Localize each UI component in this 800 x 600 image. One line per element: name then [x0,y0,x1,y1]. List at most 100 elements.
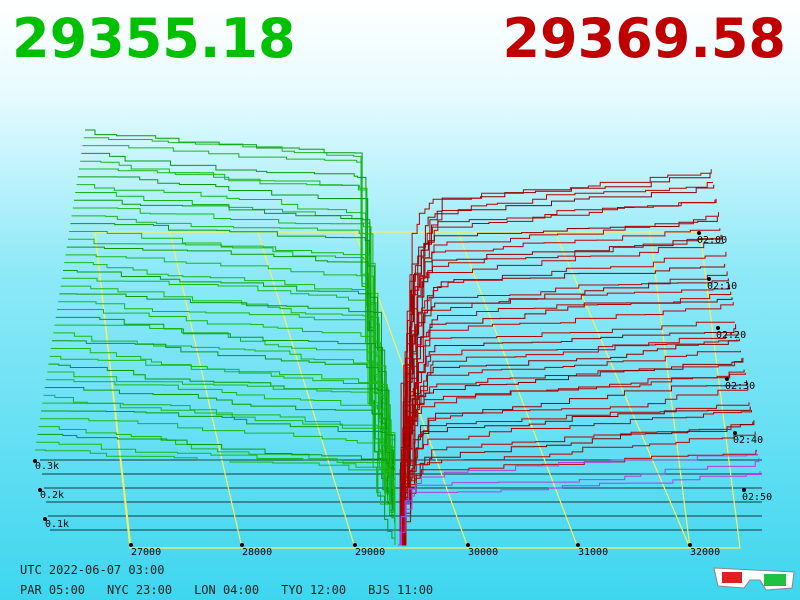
ask-depth-line [398,457,760,546]
bid-depth-line [35,449,396,545]
bid-depth-line [72,207,396,545]
floor-grid-line [554,231,691,549]
ask-depth-line [398,324,737,546]
bid-depth-line [56,309,396,545]
time-label: 02:30 [725,381,755,392]
red-lens [722,572,742,583]
depth-lines [35,129,761,546]
bid-depth-line [48,363,396,545]
time-tick [725,377,729,381]
ask-depth-line [398,454,759,546]
ask-depth-line [398,242,724,546]
ask-depth-line [398,216,718,546]
zone-time: PAR 05:00 [20,583,86,597]
floor-grid-line [169,231,243,549]
floor-frame [94,231,741,549]
ask-depth-line [398,271,728,546]
bid-depth-line [39,418,396,545]
zone-time: BJS 11:00 [368,583,434,597]
bid-depth-line [71,215,396,545]
price-label: 30000 [468,547,498,558]
ask-depth-line [398,402,750,546]
ask-depth-line [398,420,755,546]
ask-depth-line [398,369,745,546]
zone-time: NYC 23:00 [107,583,173,597]
ask-depth-line [398,235,723,546]
bid-price: 29355.18 [12,7,296,70]
time-tick [697,231,701,235]
ask-depth-line [398,471,761,546]
price-tick [576,543,580,547]
bid-depth-line [82,145,396,545]
price-tick [466,543,470,547]
time-tick [716,326,720,330]
bid-depth-line [52,340,396,545]
time-tick [733,431,737,435]
time-zones: PAR 05:00 NYC 23:00 LON 04:00 TYO 12:00 BJS … [20,580,455,600]
bid-depth-line [59,293,396,545]
axis-labels: 27000 28000 29000 30000 31000 32000 0.1k 0.2k 0.… [33,231,772,558]
ask-depth-line [398,421,754,546]
bid-depth-line [38,426,396,545]
floor-grid-line [457,231,579,549]
time-tick [742,488,746,492]
zone-time: LON 04:00 [194,583,260,597]
bid-depth-line [66,246,396,545]
time-label: 02:40 [733,435,763,446]
ask-depth-line [398,357,744,546]
ask-depth-line [398,284,730,546]
bid-depth-line [50,348,396,545]
bid-depth-line [80,160,396,545]
green-lens [764,574,786,586]
price-label: 31000 [578,547,608,558]
clock-panel: UTC 2022-06-07 03:00 PAR 05:00 NYC 23:00 L… [20,560,455,600]
bid-depth-line [81,152,396,545]
price-label: 28000 [242,547,272,558]
depth-label: 0.1k [45,519,69,530]
bid-depth-line [47,371,396,545]
price-label: 29000 [355,547,385,558]
time-label: 02:10 [707,281,737,292]
ask-depth-line [398,331,739,546]
ask-depth-line [398,406,751,546]
depth-tick [33,459,37,463]
price-tick [353,543,357,547]
ask-depth-line [398,350,741,546]
bid-depth-line [41,410,396,545]
ask-depth-line [398,410,752,546]
bid-depth-line [43,394,396,545]
ask-depth-line [398,431,756,546]
time-label: 02:20 [716,330,746,341]
ask-depth-line [398,212,719,546]
price-tick [688,543,692,547]
price-label: 27000 [131,547,161,558]
utc-time: UTC 2022-06-07 03:00 [20,563,165,577]
bid-depth-line [58,301,396,545]
ask-depth-line [398,234,722,546]
ask-price: 29369.58 [502,7,786,70]
ask-depth-line [398,339,738,546]
bid-depth-line [45,379,396,545]
depth-label: 0.2k [40,490,64,501]
bid-depth-line [36,441,396,545]
depth-label: 0.3k [35,461,59,472]
price-tick [240,543,244,547]
time-label: 02:50 [742,492,772,503]
ask-depth-line [398,338,740,546]
time-label: 02:00 [697,235,727,246]
bid-depth-line [75,191,396,545]
ask-depth-line [398,251,727,546]
ask-depth-line [398,385,749,546]
bid-depth-line [69,230,396,545]
3d-glasses-icon [713,567,795,591]
floor-grid-line [257,231,356,549]
bid-depth-line [78,168,396,545]
ask-depth-line [398,169,712,546]
depth-tick [43,517,47,521]
ask-depth-line [398,228,721,546]
depth-tick [38,488,42,492]
price-label: 32000 [690,547,720,558]
ask-depth-line [398,449,757,546]
